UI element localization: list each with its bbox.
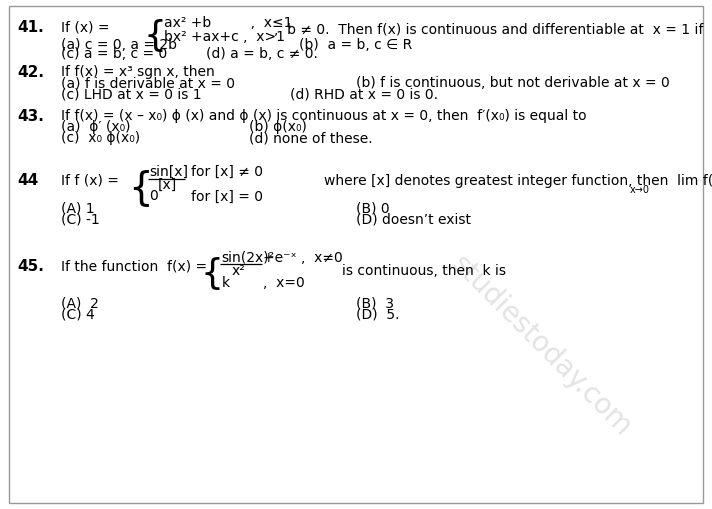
Text: {: {: [201, 257, 224, 291]
Text: (A) 1: (A) 1: [61, 202, 94, 216]
Text: x²: x²: [231, 264, 245, 278]
Text: [x]: [x]: [158, 178, 177, 192]
Text: (D) doesn’t exist: (D) doesn’t exist: [356, 213, 471, 227]
Text: (b)  a = b, c ∈ R: (b) a = b, c ∈ R: [299, 38, 412, 52]
Text: 45.: 45.: [18, 259, 45, 274]
Text: sin(2x)²: sin(2x)²: [221, 250, 275, 265]
Text: 44: 44: [18, 173, 39, 188]
Text: 41.: 41.: [18, 20, 45, 36]
Text: is continuous, then  k is: is continuous, then k is: [342, 264, 506, 278]
Text: (C) -1: (C) -1: [61, 213, 99, 227]
Text: bx² +ax+c ,  x>1: bx² +ax+c , x>1: [164, 30, 285, 44]
Text: x→0: x→0: [629, 185, 649, 195]
Text: ,  b ≠ 0.  Then f(x) is continuous and differentiable at  x = 1 if: , b ≠ 0. Then f(x) is continuous and dif…: [274, 22, 703, 37]
Text: (a) c = 0, a = 2b: (a) c = 0, a = 2b: [61, 38, 177, 52]
Text: (D)  5.: (D) 5.: [356, 307, 399, 322]
Text: (c) LHD at x = 0 is 1: (c) LHD at x = 0 is 1: [61, 88, 201, 102]
Text: {: {: [129, 169, 153, 207]
Text: (C) 4: (C) 4: [61, 307, 94, 322]
Text: studiestoday.com: studiestoday.com: [446, 250, 637, 442]
Text: If the function  f(x) =: If the function f(x) =: [61, 260, 206, 274]
Text: (d) none of these.: (d) none of these.: [249, 131, 373, 146]
Text: sin[x]: sin[x]: [150, 165, 189, 179]
Text: 0: 0: [150, 189, 158, 204]
Text: {: {: [144, 19, 167, 52]
Text: k: k: [221, 276, 229, 290]
Text: for [x] = 0: for [x] = 0: [191, 189, 263, 204]
Text: for [x] ≠ 0: for [x] ≠ 0: [191, 165, 263, 179]
Text: If (x) =: If (x) =: [61, 21, 109, 35]
Text: 42.: 42.: [18, 65, 45, 80]
Text: If f(x) = (x – x₀) ϕ (x) and ϕ (x) is continuous at x = 0, then  f′(x₀) is equal: If f(x) = (x – x₀) ϕ (x) and ϕ (x) is co…: [61, 109, 586, 123]
Text: ax² +b         ,  x≤1: ax² +b , x≤1: [164, 16, 292, 30]
Text: 43.: 43.: [18, 108, 45, 124]
Text: (b) f is continuous, but not derivable at x = 0: (b) f is continuous, but not derivable a…: [356, 76, 670, 91]
Text: (B)  3: (B) 3: [356, 296, 394, 310]
Text: where [x] denotes greatest integer function, then  lim f(x) =: where [x] denotes greatest integer funct…: [324, 174, 712, 188]
Text: (c)  x₀ ϕ(x₀): (c) x₀ ϕ(x₀): [61, 131, 140, 146]
Text: If f (x) =: If f (x) =: [61, 174, 118, 188]
Text: (a)  ϕ′ (x₀): (a) ϕ′ (x₀): [61, 120, 130, 134]
Text: +e⁻ˣ ,  x≠0: +e⁻ˣ , x≠0: [263, 250, 343, 265]
Text: (d) a = b, c ≠ 0.: (d) a = b, c ≠ 0.: [206, 47, 318, 62]
Text: (B) 0: (B) 0: [356, 202, 389, 216]
Text: (b) ϕ(x₀): (b) ϕ(x₀): [249, 120, 307, 134]
Text: ,  x=0: , x=0: [263, 276, 305, 290]
Text: (A)  2: (A) 2: [61, 296, 98, 310]
Text: (a) f is derivable at x = 0: (a) f is derivable at x = 0: [61, 76, 234, 91]
Text: (d) RHD at x = 0 is 0.: (d) RHD at x = 0 is 0.: [290, 88, 439, 102]
Text: (c) a = b, c = 0: (c) a = b, c = 0: [61, 47, 167, 62]
Text: If f(x) = x³ sgn x, then: If f(x) = x³ sgn x, then: [61, 65, 214, 79]
